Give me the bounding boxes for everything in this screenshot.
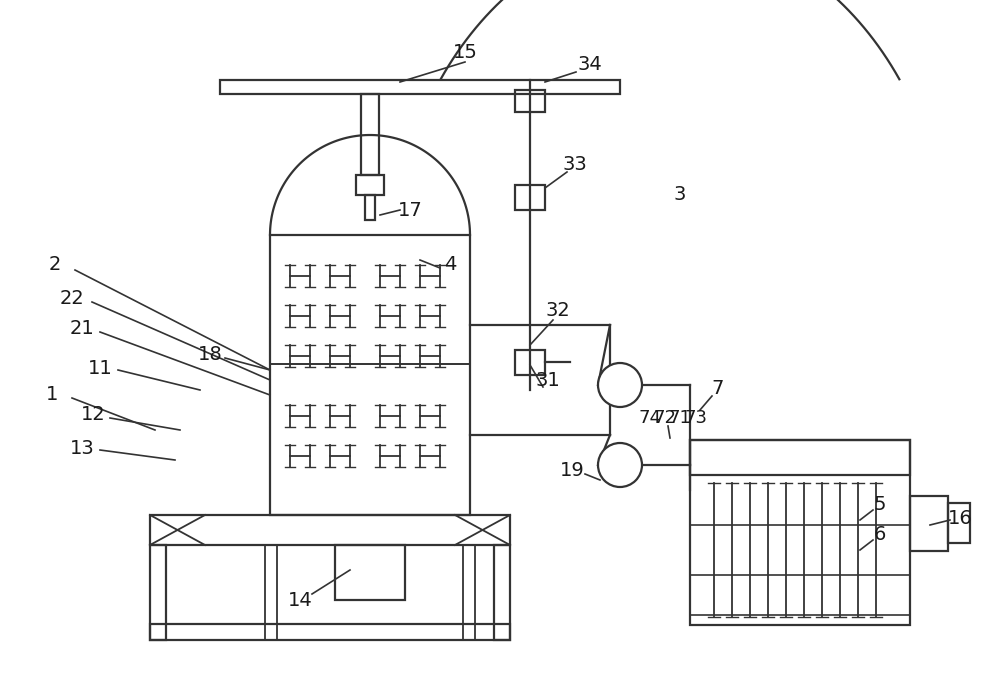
Bar bbox=[356, 175, 384, 195]
Text: 32: 32 bbox=[546, 300, 570, 319]
Bar bbox=[910, 496, 948, 551]
Text: 16: 16 bbox=[948, 508, 972, 527]
Text: 73: 73 bbox=[684, 409, 708, 427]
Text: 33: 33 bbox=[563, 155, 587, 174]
Text: 18: 18 bbox=[198, 345, 222, 365]
Bar bbox=[150, 545, 166, 640]
Text: 7: 7 bbox=[712, 378, 724, 397]
Bar bbox=[220, 80, 620, 94]
Circle shape bbox=[598, 363, 642, 407]
Text: 14: 14 bbox=[288, 590, 312, 609]
Text: 11: 11 bbox=[88, 358, 112, 378]
Text: 17: 17 bbox=[398, 200, 422, 220]
Text: 34: 34 bbox=[578, 55, 602, 75]
Bar bbox=[150, 624, 510, 640]
Bar bbox=[494, 545, 510, 640]
Bar bbox=[361, 94, 379, 175]
Bar bbox=[690, 440, 910, 625]
Text: 72: 72 bbox=[654, 409, 676, 427]
Bar bbox=[515, 185, 545, 210]
Text: 31: 31 bbox=[536, 371, 560, 389]
Bar bbox=[150, 515, 510, 545]
Bar bbox=[335, 545, 405, 600]
Bar bbox=[515, 350, 545, 375]
Bar bbox=[948, 503, 970, 543]
Text: 22: 22 bbox=[60, 289, 84, 308]
Circle shape bbox=[598, 443, 642, 487]
Text: 71: 71 bbox=[669, 409, 691, 427]
Text: 5: 5 bbox=[874, 495, 886, 514]
Bar bbox=[265, 545, 277, 640]
Text: 13: 13 bbox=[70, 438, 94, 458]
Text: 74: 74 bbox=[639, 409, 662, 427]
Bar bbox=[365, 195, 375, 220]
Bar bbox=[463, 545, 475, 640]
Text: 3: 3 bbox=[674, 185, 686, 205]
Text: 1: 1 bbox=[46, 386, 58, 404]
Bar bbox=[690, 440, 910, 475]
Text: 2: 2 bbox=[49, 256, 61, 274]
Text: 12: 12 bbox=[81, 406, 105, 425]
Text: 21: 21 bbox=[70, 319, 94, 337]
Text: 15: 15 bbox=[453, 42, 477, 62]
Text: 19: 19 bbox=[560, 460, 584, 479]
Bar bbox=[515, 90, 545, 112]
Text: 6: 6 bbox=[874, 525, 886, 544]
Bar bbox=[270, 235, 470, 515]
Text: 4: 4 bbox=[444, 256, 456, 274]
